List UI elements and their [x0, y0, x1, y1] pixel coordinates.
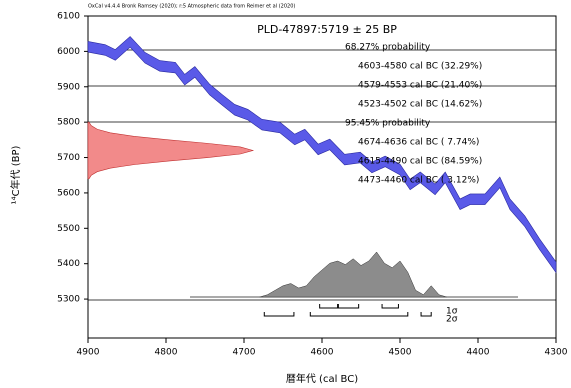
x-tick-label: 4700: [233, 348, 256, 358]
range-label: 4473-4460 cal BC ( 3.12%): [358, 176, 479, 186]
range-bracket: [263, 312, 295, 317]
y-tick-label: 6000: [57, 47, 80, 57]
radiocarbon-distribution: [87, 121, 255, 180]
range-label: 4615-4490 cal BC (84.59%): [358, 157, 482, 167]
x-tick-label: 4500: [389, 348, 412, 358]
y-tick-label: 5300: [57, 295, 80, 305]
sigma-label: 1σ: [446, 307, 458, 317]
x-tick-label: 4300: [545, 348, 568, 358]
range-label: 4674-4636 cal BC ( 7.74%): [358, 138, 479, 148]
x-tick-label: 4900: [77, 348, 100, 358]
range-bracket: [319, 304, 339, 309]
y-tick-label: 5600: [57, 188, 80, 198]
header: OxCal v4.4.4 Bronk Ramsey (2020); r:5 At…: [88, 4, 295, 10]
x-tick-label: 4400: [467, 348, 490, 358]
posterior-distribution: [259, 251, 447, 298]
y-tick-label: 6100: [57, 12, 80, 22]
y-tick-label: 5700: [57, 153, 80, 163]
range-bracket: [420, 312, 432, 317]
probability-label: 68.27% probability: [345, 43, 431, 53]
chart-title: PLD-47897:5719 ± 25 BP: [257, 23, 397, 36]
range-bracket: [309, 312, 409, 317]
sigma-label: 2σ: [446, 315, 458, 325]
x-tick-label: 4600: [311, 348, 334, 358]
range-label: 4603-4580 cal BC (32.29%): [358, 62, 482, 72]
range-bracket: [337, 304, 360, 309]
range-label: 4523-4502 cal BC (14.62%): [358, 100, 482, 110]
y-tick-label: 5400: [57, 259, 80, 269]
probability-label: 95.45% probability: [345, 119, 431, 129]
y-axis-label: ¹⁴C年代 (BP): [9, 145, 22, 204]
x-axis-label: 暦年代 (cal BC): [286, 372, 358, 385]
calibration-curve: [87, 36, 557, 274]
range-bracket: [381, 304, 399, 309]
y-tick-label: 5900: [57, 82, 80, 92]
y-tick-label: 5800: [57, 118, 80, 128]
range-label: 4579-4553 cal BC (21.40%): [358, 81, 482, 91]
x-tick-label: 4800: [155, 348, 178, 358]
y-tick-label: 5500: [57, 224, 80, 234]
